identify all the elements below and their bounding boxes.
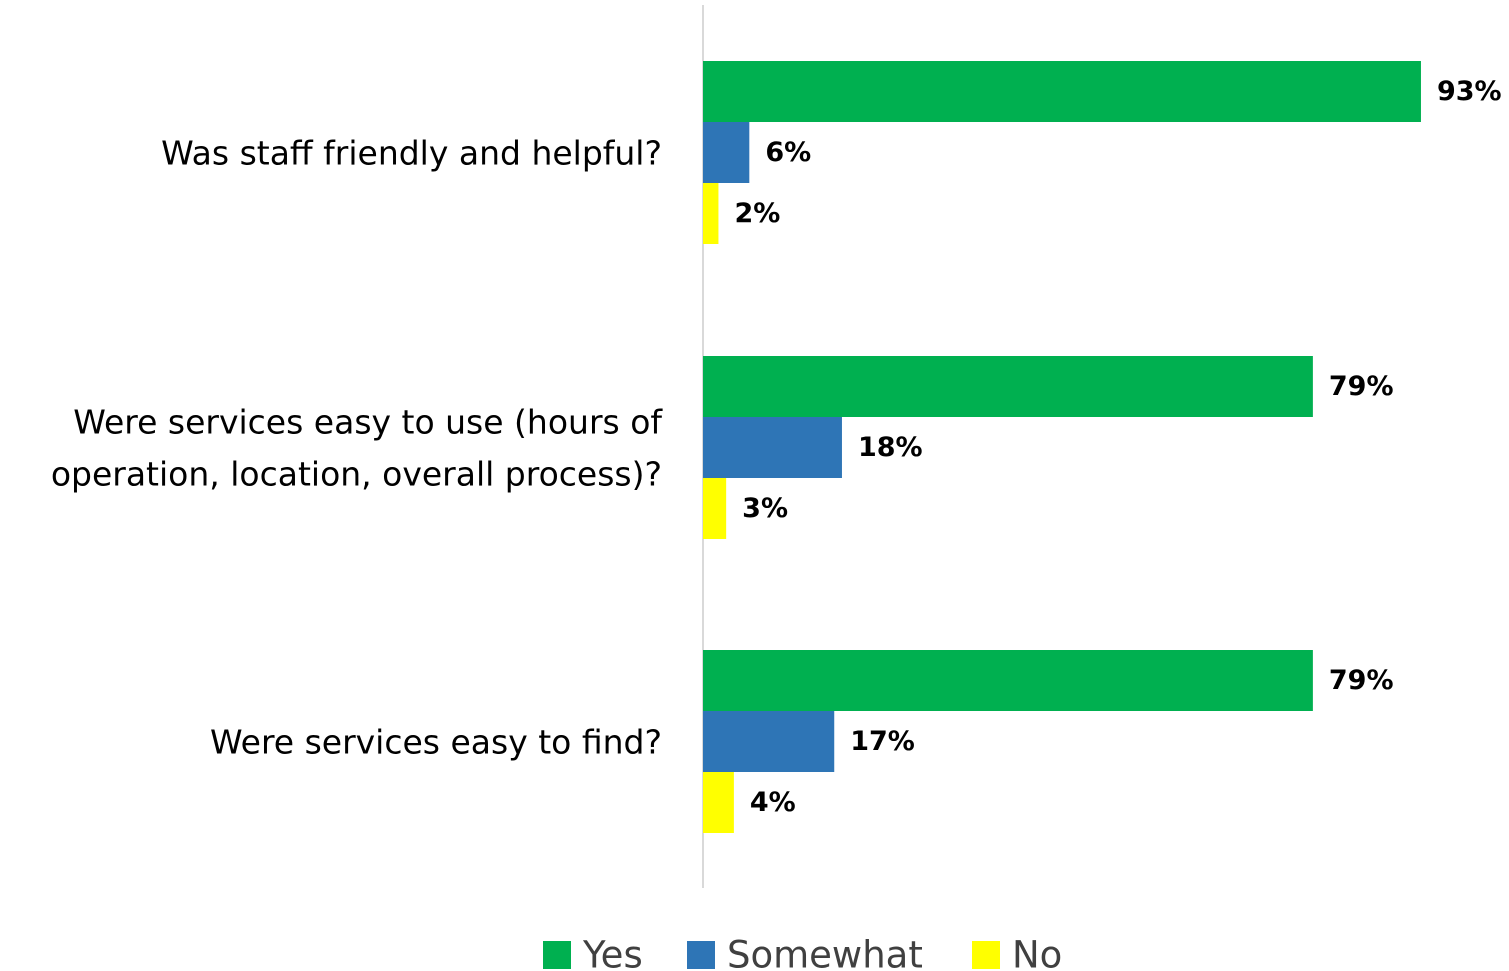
legend-swatch-somewhat — [687, 941, 715, 969]
data-labels: 93% 6% 2% 79% 18% 3% 79% 17% 4% — [734, 76, 1501, 818]
legend-label-no: No — [1012, 934, 1062, 971]
bar-no-2 — [703, 478, 727, 539]
category-label-line: Was staff friendly and helpful? — [161, 133, 662, 172]
legend-swatch-no — [972, 941, 1000, 969]
data-label-yes-1: 93% — [1437, 76, 1502, 107]
legend: Yes Somewhat No — [543, 934, 1062, 971]
category-label-line: Were services easy to use (hours of — [73, 402, 663, 441]
bar-no-3 — [703, 772, 734, 833]
data-label-no-1: 2% — [734, 198, 780, 229]
data-label-yes-2: 79% — [1329, 371, 1394, 402]
bar-yes-1 — [703, 61, 1421, 122]
legend-label-yes: Yes — [582, 934, 643, 971]
bar-no-1 — [703, 183, 719, 244]
bars — [703, 61, 1421, 833]
data-label-somewhat-2: 18% — [858, 432, 923, 463]
legend-label-somewhat: Somewhat — [727, 934, 923, 971]
data-label-no-3: 4% — [750, 787, 796, 818]
bar-yes-2 — [703, 356, 1313, 417]
bar-somewhat-1 — [703, 122, 750, 183]
category-labels: Was staff friendly and helpful? Were serv… — [51, 133, 664, 761]
bar-somewhat-3 — [703, 711, 835, 772]
category-label-1: Was staff friendly and helpful? — [161, 133, 662, 172]
category-label-line: Were services easy to find? — [210, 722, 662, 761]
data-label-no-2: 3% — [742, 493, 788, 524]
data-label-somewhat-3: 17% — [850, 726, 915, 757]
data-label-somewhat-1: 6% — [765, 137, 811, 168]
category-label-2: Were services easy to use (hours of opera… — [51, 402, 664, 493]
bar-somewhat-2 — [703, 417, 842, 478]
category-label-3: Were services easy to find? — [210, 722, 662, 761]
bar-yes-3 — [703, 650, 1313, 711]
category-label-line: operation, location, overall process)? — [51, 454, 662, 493]
legend-swatch-yes — [543, 941, 571, 969]
data-label-yes-3: 79% — [1329, 665, 1394, 696]
